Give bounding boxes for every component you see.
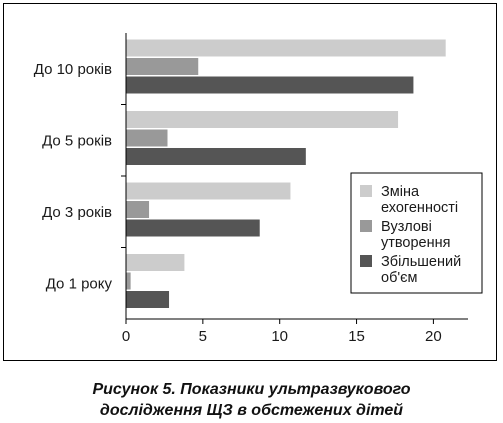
x-tick-label: 20: [425, 328, 442, 345]
legend-label-3: Збільшений: [381, 254, 461, 270]
x-tick-label: 15: [348, 328, 365, 345]
bar-1-series-2: [126, 58, 199, 75]
bar-2-series-3: [126, 148, 306, 165]
category-label: До 1 року: [46, 275, 113, 292]
bar-4-series-2: [126, 272, 131, 290]
bar-4-series-1: [126, 254, 185, 271]
bar-2-series-2: [126, 129, 168, 147]
bar-3-series-2: [126, 201, 150, 218]
x-tick-label: 10: [271, 328, 288, 345]
bar-1-series-1: [126, 39, 446, 57]
x-tick-label: 5: [199, 328, 207, 345]
bar-3-series-3: [126, 219, 260, 237]
legend-label-1: Зміна: [381, 184, 420, 200]
legend-label-3: об'єм: [381, 270, 418, 286]
x-tick-label: 0: [122, 328, 130, 345]
legend-swatch-1: [360, 185, 372, 197]
legend-label-1: ехогенності: [381, 200, 458, 216]
legend-box: [350, 172, 483, 294]
bar-chart: До 10 років До 5 років До 3 років До 1 року…: [34, 33, 483, 345]
legend-swatch-3: [360, 255, 372, 267]
legend-swatch-2: [360, 220, 372, 232]
legend-label-2: Вузлові: [381, 219, 432, 235]
bar-3-series-1: [126, 182, 291, 200]
legend-label-2: утворення: [381, 235, 451, 251]
bar-1-series-3: [126, 76, 414, 94]
bar-2-series-1: [126, 111, 399, 128]
category-label: До 3 років: [42, 204, 112, 221]
category-label: До 5 років: [42, 132, 112, 149]
figure-caption-line-1: Рисунок 5. Показники ультразвукового: [92, 381, 411, 398]
category-label: До 10 років: [34, 61, 112, 78]
figure-caption-line-2: дослідження ЩЗ в обстежених дітей: [99, 402, 404, 419]
bar-4-series-3: [126, 291, 170, 308]
